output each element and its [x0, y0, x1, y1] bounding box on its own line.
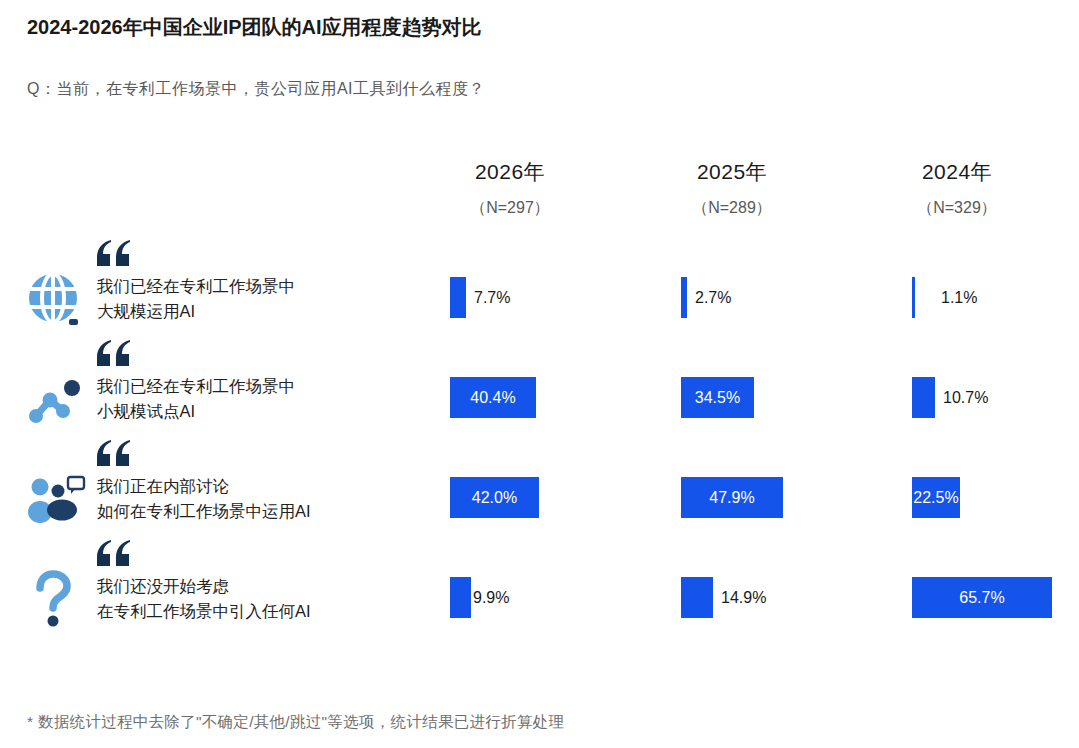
bar-cell-2024: 65.7% [912, 577, 1052, 618]
statement-line: 我们还没开始考虑 [97, 574, 311, 599]
bar-value-label: 7.7% [474, 289, 510, 307]
bar-cell-2024: 22.5% [912, 477, 960, 518]
column-year: 2026年 [448, 158, 572, 186]
quote-icon [97, 240, 295, 270]
row-label-block: 我们已经在专利工作场景中 小规模试点AI [97, 340, 295, 424]
bar-value-label: 2.7% [695, 289, 731, 307]
chart-row-large-scale-ai: 我们已经在专利工作场景中 大规模运用AI 7.7% 2.7% 1.1% [0, 240, 1079, 340]
column-header-2025: 2025年 （N=289） [670, 158, 794, 219]
statement-line: 大规模运用AI [97, 299, 295, 324]
question-icon [30, 570, 84, 628]
page-title: 2024-2026年中国企业IP团队的AI应用程度趋势对比 [27, 14, 482, 41]
bar-value-label: 42.0% [450, 489, 539, 507]
column-sample-size: （N=289） [670, 198, 794, 219]
statement-line: 我们正在内部讨论 [97, 474, 311, 499]
bar-cell-2026: 7.7% [450, 277, 510, 318]
bar-value-label: 47.9% [681, 489, 783, 507]
bar [681, 277, 687, 318]
bar-value-label: 9.9% [473, 589, 509, 607]
column-sample-size: （N=329） [895, 198, 1019, 219]
bar-value-label: 22.5% [912, 489, 960, 507]
column-year: 2024年 [895, 158, 1019, 186]
chart-row-small-pilot-ai: 我们已经在专利工作场景中 小规模试点AI 40.4% 34.5% 10.7% [0, 340, 1079, 440]
statement-line: 在专利工作场景中引入任何AI [97, 599, 311, 624]
statement-line: 我们已经在专利工作场景中 [97, 374, 295, 399]
footnote: * 数据统计过程中去除了"不确定/其他/跳过"等选项，统计结果已进行折算处理 [27, 712, 564, 733]
bar-value-label: 1.1% [941, 289, 977, 307]
column-sample-size: （N=297） [448, 198, 572, 219]
statement-line: 如何在专利工作场景中运用AI [97, 499, 311, 524]
bar-value-label: 34.5% [681, 389, 754, 407]
chart-row-internal-discussion: 我们正在内部讨论 如何在专利工作场景中运用AI 42.0% 47.9% 22.5… [0, 440, 1079, 540]
row-label-block: 我们正在内部讨论 如何在专利工作场景中运用AI [97, 440, 311, 524]
bar-value-label: 10.7% [943, 389, 988, 407]
quote-icon [97, 540, 311, 570]
chart-row-not-considering: 我们还没开始考虑 在专利工作场景中引入任何AI 9.9% 14.9% 65.7% [0, 540, 1079, 640]
bar-cell-2024: 10.7% [912, 377, 988, 418]
bar [450, 577, 471, 618]
column-header-2026: 2026年 （N=297） [448, 158, 572, 219]
row-label-block: 我们还没开始考虑 在专利工作场景中引入任何AI [97, 540, 311, 624]
bar-value-label: 14.9% [721, 589, 766, 607]
survey-question: Q：当前，在专利工作场景中，贵公司应用AI工具到什么程度？ [27, 79, 485, 100]
globe-icon [27, 270, 81, 328]
statement-line: 我们已经在专利工作场景中 [97, 274, 295, 299]
bar-cell-2025: 2.7% [681, 277, 731, 318]
bar-cell-2025: 14.9% [681, 577, 766, 618]
bar-cell-2026: 40.4% [450, 377, 536, 418]
network-icon [27, 376, 81, 434]
quote-icon [97, 340, 295, 370]
bar-value-label: 40.4% [450, 389, 536, 407]
bar-cell-2025: 47.9% [681, 477, 783, 518]
column-header-2024: 2024年 （N=329） [895, 158, 1019, 219]
quote-icon [97, 440, 311, 470]
people-chat-icon [27, 474, 81, 532]
bar-cell-2026: 42.0% [450, 477, 539, 518]
column-year: 2025年 [670, 158, 794, 186]
bar-cell-2024: 1.1% [912, 277, 977, 318]
row-label-block: 我们已经在专利工作场景中 大规模运用AI [97, 240, 295, 324]
bar-value-label: 65.7% [912, 589, 1052, 607]
bar [681, 577, 713, 618]
bar [912, 277, 915, 318]
bar [450, 277, 466, 318]
statement-line: 小规模试点AI [97, 399, 295, 424]
bar [912, 377, 935, 418]
bar-cell-2025: 34.5% [681, 377, 754, 418]
bar-cell-2026: 9.9% [450, 577, 509, 618]
